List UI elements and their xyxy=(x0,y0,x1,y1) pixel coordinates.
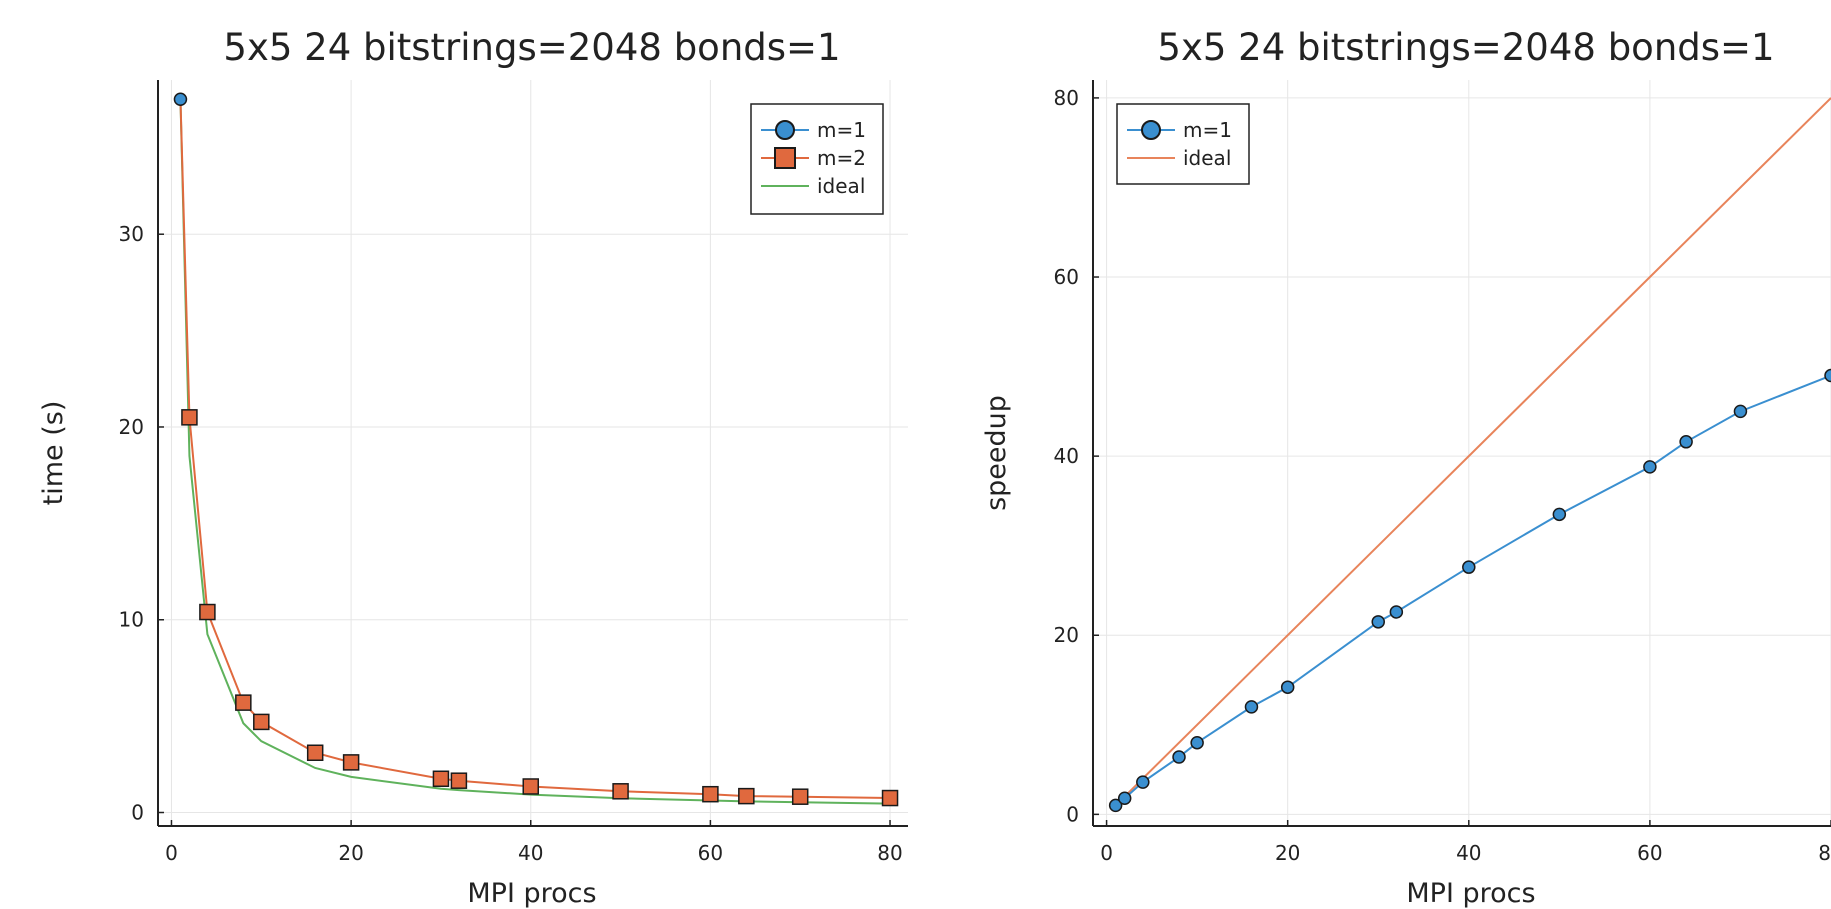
legend-marker xyxy=(775,120,795,140)
x-tick-label: 20 xyxy=(338,841,363,865)
y-tick-label: 20 xyxy=(119,415,144,439)
x-tick-label: 60 xyxy=(698,841,723,865)
y-tick-label: 40 xyxy=(1054,444,1079,468)
y-tick-label: 60 xyxy=(1054,265,1079,289)
series-line-m-1 xyxy=(1115,374,1831,807)
data-point xyxy=(432,770,450,788)
chart-title: 5x5 24 bitstrings=2048 bonds=1 xyxy=(223,26,840,69)
series-line-m-2 xyxy=(188,417,891,800)
data-point xyxy=(1117,791,1132,805)
x-axis-label: MPI procs xyxy=(1406,878,1535,909)
legend-label: m=1 xyxy=(817,118,866,142)
data-point xyxy=(253,713,270,731)
data-point xyxy=(522,778,540,795)
y-tick-label: 10 xyxy=(119,608,144,632)
series-line-ideal xyxy=(1114,97,1831,807)
data-point xyxy=(1462,560,1476,574)
data-point xyxy=(1679,435,1693,449)
y-axis-label: speedup xyxy=(981,395,1012,511)
legend-marker xyxy=(1141,120,1161,140)
legend: m=1 m=2 ideal xyxy=(750,103,884,215)
x-tick-label: 20 xyxy=(1275,841,1300,865)
data-point xyxy=(1172,750,1186,764)
data-point xyxy=(738,787,755,805)
data-point xyxy=(1371,615,1385,629)
legend-marker xyxy=(774,147,796,169)
data-point xyxy=(450,772,468,789)
data-point xyxy=(1190,735,1204,750)
data-point xyxy=(306,744,324,761)
x-tick-label: 60 xyxy=(1637,841,1662,865)
series-line-ideal xyxy=(179,99,891,805)
series-line-m-2-start xyxy=(179,99,191,418)
chart-title: 5x5 24 bitstrings=2048 bonds=1 xyxy=(1157,26,1774,69)
data-point xyxy=(612,783,629,800)
legend-label: ideal xyxy=(817,174,865,198)
data-point xyxy=(1552,507,1567,522)
x-tick-label: 0 xyxy=(165,841,178,865)
data-point xyxy=(199,603,216,621)
plot-area xyxy=(1114,97,1831,807)
data-point xyxy=(1280,680,1295,694)
data-point xyxy=(181,409,198,426)
data-point xyxy=(702,785,719,803)
legend-label: ideal xyxy=(1183,146,1231,170)
x-tick-label: 80 xyxy=(1818,841,1831,865)
x-tick-label: 80 xyxy=(877,841,902,865)
right-chart-panel: 0 20 40 60 80 0 20 40 60 80 5x5 24 bitstrings=2048… xyxy=(981,26,1831,909)
data-point xyxy=(1733,404,1748,419)
data-point xyxy=(235,694,252,711)
legend: m=1 ideal xyxy=(1116,103,1250,185)
legend-label: m=2 xyxy=(817,146,866,170)
data-point xyxy=(791,788,809,805)
data-point xyxy=(342,754,360,771)
data-point xyxy=(1108,798,1123,813)
legend-label: m=1 xyxy=(1183,118,1232,142)
data-point xyxy=(1824,368,1831,383)
data-point xyxy=(1136,775,1150,789)
y-tick-label: 0 xyxy=(131,801,144,825)
data-point xyxy=(881,789,899,807)
y-tick-label: 20 xyxy=(1054,623,1079,647)
data-point xyxy=(1643,460,1657,474)
x-tick-label: 0 xyxy=(1100,841,1113,865)
x-tick-label: 40 xyxy=(518,841,543,865)
legend-box xyxy=(1116,103,1250,185)
data-point xyxy=(1389,605,1404,619)
data-point xyxy=(1244,700,1259,714)
y-tick-label: 0 xyxy=(1066,802,1079,826)
x-tick-label: 40 xyxy=(1456,841,1481,865)
x-axis-label: MPI procs xyxy=(467,878,596,909)
y-tick-label: 80 xyxy=(1054,86,1079,110)
data-point xyxy=(173,92,188,107)
left-chart-panel: 0 20 40 60 80 0 10 20 30 5x5 24 bitstrings=2048 b… xyxy=(38,26,908,909)
y-axis-label: time (s) xyxy=(38,401,69,506)
y-tick-label: 30 xyxy=(119,222,144,246)
